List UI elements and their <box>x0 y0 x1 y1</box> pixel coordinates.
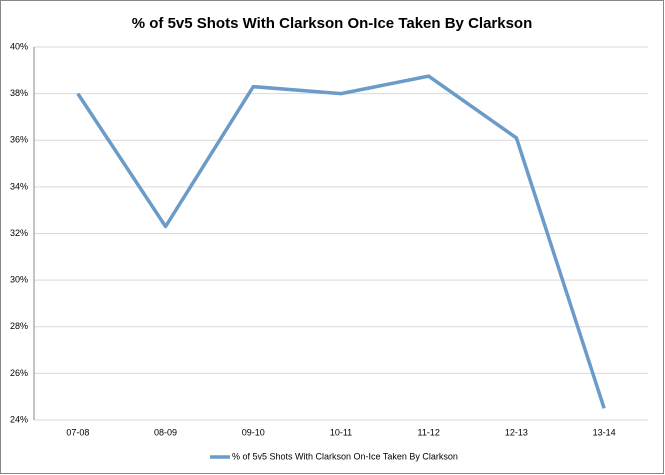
chart-title: % of 5v5 Shots With Clarkson On-Ice Take… <box>132 15 533 32</box>
y-tick-label: 34% <box>10 181 28 191</box>
series-line <box>76 74 606 409</box>
x-tick-label: 11-12 <box>418 427 440 437</box>
y-tick-label: 38% <box>10 88 28 98</box>
x-tick-label: 13-14 <box>593 427 616 437</box>
x-tick-label: 10-11 <box>330 427 352 437</box>
y-tick-label: 26% <box>10 368 28 378</box>
x-tick-label: 12-13 <box>505 427 528 437</box>
x-tick-label: 08-09 <box>154 427 177 437</box>
y-tick-label: 32% <box>10 228 28 238</box>
x-tick-label: 07-08 <box>66 427 89 437</box>
y-tick-label: 24% <box>10 414 28 424</box>
y-tick-label: 40% <box>10 41 28 51</box>
y-tick-label: 36% <box>10 135 28 145</box>
y-tick-label: 28% <box>10 321 28 331</box>
legend-label: % of 5v5 Shots With Clarkson On-Ice Take… <box>232 451 458 461</box>
x-tick-label: 09-10 <box>242 427 265 437</box>
y-tick-label: 30% <box>10 275 28 285</box>
